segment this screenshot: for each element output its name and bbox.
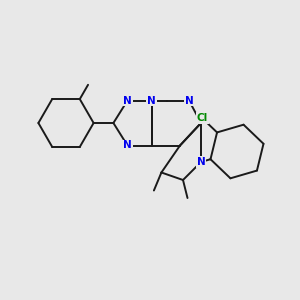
Text: Cl: Cl (197, 113, 208, 123)
Text: N: N (184, 95, 194, 106)
Text: N: N (123, 95, 132, 106)
Text: N: N (196, 157, 206, 167)
Text: N: N (147, 95, 156, 106)
Text: N: N (123, 140, 132, 151)
